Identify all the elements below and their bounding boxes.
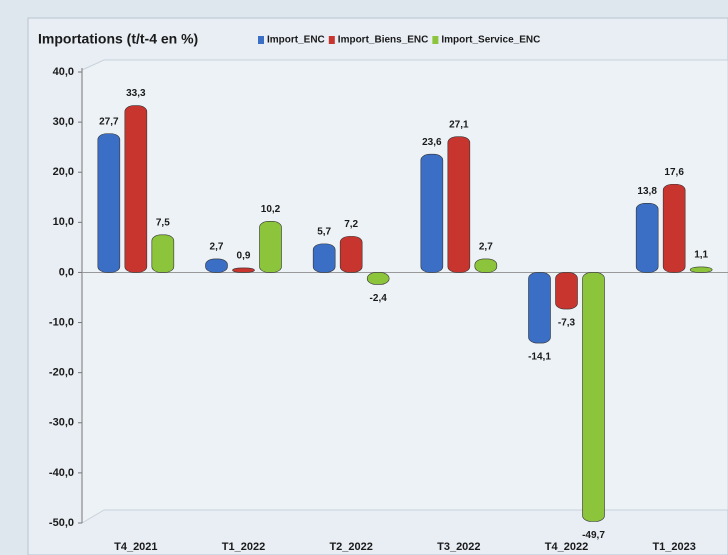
y-tick-label: 40,0 [53,66,74,78]
bar [259,221,282,273]
data-label: 7,5 [156,218,170,229]
bar [447,136,471,273]
x-tick-label: T3_2022 [437,541,480,553]
x-tick-label: T2_2022 [329,541,372,553]
y-tick-label: -20,0 [49,367,74,379]
data-label: 17,6 [664,167,684,178]
data-label: 27,1 [449,119,469,130]
data-label: 33,3 [126,88,146,99]
bar [582,272,605,522]
bar [151,234,175,273]
y-tick-label: 0,0 [59,266,74,278]
x-tick-label: T4_2021 [114,541,157,553]
plot-wall [81,59,728,524]
y-tick-label: -50,0 [49,517,74,529]
chart-title: Importations (t/t-4 en %) [38,31,198,47]
data-label: 27,7 [99,116,119,127]
data-label: -7,3 [558,318,576,329]
bar [97,133,121,273]
bar [366,272,390,285]
bar [312,243,336,273]
data-label: 7,2 [344,219,358,230]
bar [635,202,659,273]
y-tick-label: -10,0 [49,316,74,328]
bar [528,272,551,344]
data-label: 5,7 [317,227,331,238]
data-label: 10,2 [261,204,281,215]
legend: Import_ENC Import_Biens_ENC Import_Service… [258,35,540,46]
legend-swatch [258,36,264,44]
data-label: 0,9 [237,251,251,262]
x-tick-label: T4_2022 [545,541,588,553]
data-label: -49,7 [582,530,605,541]
bar [555,272,578,310]
y-tick-label: -40,0 [49,467,74,479]
legend-swatch [328,36,335,44]
x-tick-label: T1_2022 [222,541,265,553]
bar [689,266,713,273]
data-label: 2,7 [210,242,224,253]
y-tick-label: 20,0 [53,166,74,178]
bar [339,236,363,273]
data-label: -2,4 [370,293,388,304]
legend-label: Import_ENC [267,35,325,46]
y-tick-label: 30,0 [53,116,74,128]
data-label: -14,1 [528,352,551,363]
bar [662,183,686,273]
data-label: 23,6 [422,137,442,148]
bar [420,153,444,273]
data-label: 13,8 [637,186,657,197]
data-label: 2,7 [479,242,493,253]
bar [232,267,255,273]
bar [205,258,228,273]
legend-swatch [432,36,439,44]
x-tick-label: T1_2023 [652,541,695,553]
data-label: 1,1 [694,250,708,261]
y-tick-label: -30,0 [49,417,74,429]
bar [474,258,498,273]
bar [124,105,148,273]
legend-label: Import_Biens_ENC [338,35,429,46]
y-tick-label: 10,0 [53,216,74,228]
legend-label: Import_Service_ENC [441,35,540,46]
